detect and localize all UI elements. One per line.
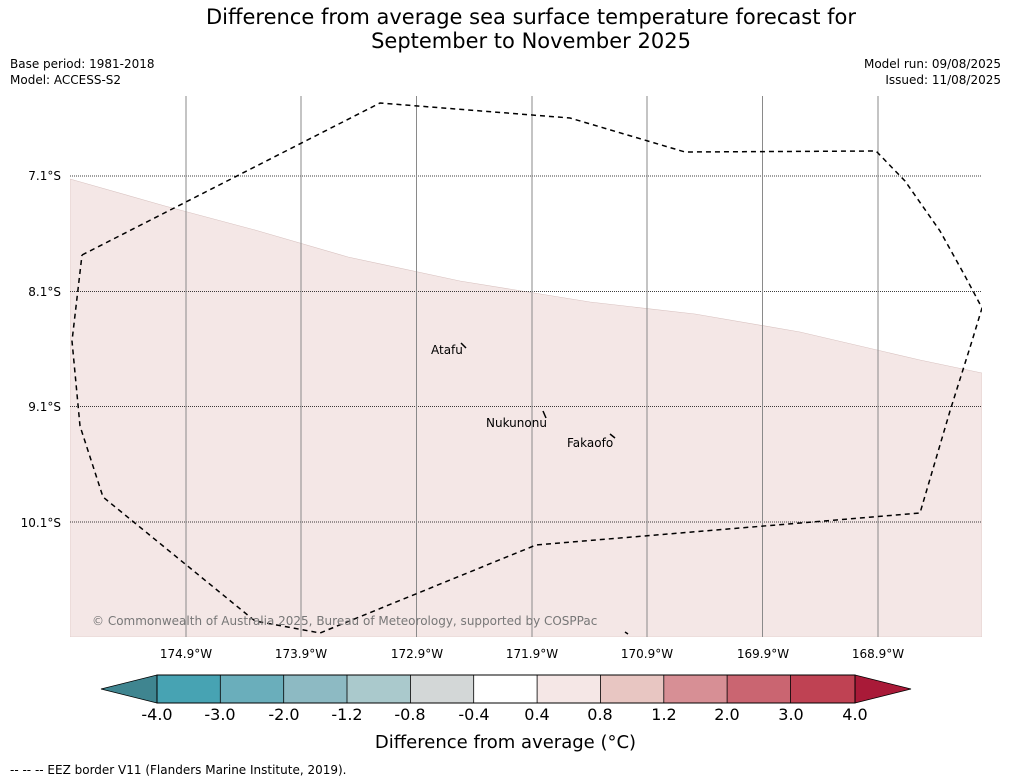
colorbar-segment-9 [663,675,728,703]
meta-right: Model run: 09/08/2025 Issued: 11/08/2025 [864,56,1001,88]
base-period: Base period: 1981-2018 [10,57,155,71]
copyright-notice: © Commonwealth of Australia 2025, Bureau… [92,614,598,628]
lon-label-173-9: 173.9°W [274,647,328,661]
colorbar-segment-8 [600,675,664,703]
latitude-gridlines [70,175,982,523]
colorbar-tick: 4.0 [842,705,868,724]
colorbar-segment-10 [727,675,791,703]
colorbar-tick: -0.4 [458,705,490,724]
map-svg [70,96,982,637]
colorbar-tick: -0.8 [394,705,426,724]
colorbar-outline [156,674,856,704]
colorbar-tick: 0.8 [587,705,613,724]
nukunonu-island [542,410,547,419]
longitude-gridlines [185,96,879,637]
colorbar-segment-5 [410,675,474,703]
model-name: Model: ACCESS-S2 [10,73,122,87]
colorbar-segment-4 [347,675,411,703]
colorbar-tick: 3.0 [778,705,804,724]
chart-title: Difference from average sea surface temp… [0,5,1011,53]
fakaofo-island [609,433,616,439]
colorbar-tick: 1.2 [651,705,677,724]
colorbar-title: Difference from average (°C) [374,732,637,753]
colorbar-low-extension [100,674,158,704]
colorbar-high-extension [854,674,912,704]
colorbar-tick: 0.4 [524,705,550,724]
title-line-1: Difference from average sea surface temp… [206,5,856,29]
map-panel [70,96,982,637]
lon-label-170-9: 170.9°W [620,647,674,661]
lat-label-9-1: 9.1°S [28,400,61,414]
lat-label-7-1: 7.1°S [28,169,61,183]
colorbar-tick: -2.0 [268,705,300,724]
meta-left: Base period: 1981-2018 Model: ACCESS-S2 [10,56,155,88]
anomaly-region [70,178,982,637]
colorbar-segment-6 [473,675,538,703]
colorbar-tick: -3.0 [204,705,236,724]
place-label-nukunonu: Nukunonu [486,416,547,430]
lon-label-168-9: 168.9°W [851,647,905,661]
title-line-2: September to November 2025 [371,29,691,53]
colorbar-segment-1 [157,675,221,703]
colorbar-segment-3 [283,675,347,703]
place-label-fakaofo: Fakaofo [567,436,614,450]
colorbar-tick: 2.0 [714,705,740,724]
lon-label-172-9: 172.9°W [390,647,444,661]
eez-legend: -- -- -- EEZ border V11 (Flanders Marine… [10,763,347,777]
lon-label-169-9: 169.9°W [736,647,790,661]
colorbar-tick: -1.2 [331,705,363,724]
colorbar [100,674,912,704]
place-label-atafu: Atafu [431,343,463,357]
colorbar-tick: -4.0 [141,705,173,724]
lat-label-10-1: 10.1°S [20,516,61,530]
atafu-island [460,342,467,349]
colorbar-segment-7 [537,675,601,703]
lat-label-8-1: 8.1°S [28,285,61,299]
swains-island-marker [624,631,629,635]
colorbar-segment-11 [790,675,855,703]
colorbar-segment-2 [220,675,284,703]
model-run: Model run: 09/08/2025 [863,57,1001,71]
lon-label-174-9: 174.9°W [159,647,213,661]
issued-date: Issued: 11/08/2025 [885,73,1001,87]
lon-label-171-9: 171.9°W [505,647,559,661]
